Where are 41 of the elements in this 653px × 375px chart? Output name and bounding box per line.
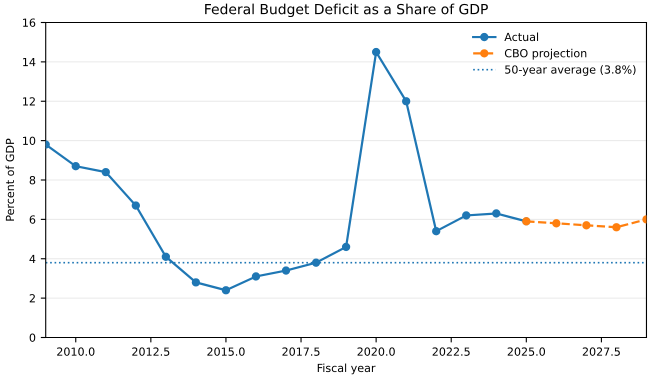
point xyxy=(72,162,80,170)
point xyxy=(132,201,140,210)
x-tick-label: 2025.0 xyxy=(508,347,546,356)
point xyxy=(492,209,500,218)
x-tick-label: 2022.5 xyxy=(432,347,470,356)
point xyxy=(372,48,380,56)
legend-label: CBO projection xyxy=(504,48,586,60)
x-tick-label: 2015.0 xyxy=(207,347,245,356)
y-tick-label: 8 xyxy=(30,176,36,184)
y-tick-label: 10 xyxy=(23,136,36,146)
point xyxy=(282,266,290,275)
x-tick-label: 2027.5 xyxy=(582,347,620,356)
y-tick-label: 16 xyxy=(23,18,36,27)
point xyxy=(162,252,170,261)
y-tick-label: 12 xyxy=(23,97,35,106)
point xyxy=(432,227,440,236)
chart-title: Federal Budget Deficit as a Share of GDP xyxy=(205,4,488,18)
legend-label: Actual xyxy=(504,32,538,42)
y-tick-label: 2 xyxy=(30,294,35,302)
y-tick-label: 0 xyxy=(30,333,36,342)
x-axis-title: Fiscal year xyxy=(318,364,376,374)
point xyxy=(402,97,410,106)
point xyxy=(312,258,320,267)
point xyxy=(612,223,621,232)
y-tick-label: 14 xyxy=(23,58,36,66)
x-tick-label: 2020.0 xyxy=(358,347,395,356)
point xyxy=(552,219,561,228)
y-axis-title: Percent of GDP xyxy=(6,138,14,221)
point xyxy=(192,278,200,287)
x-tick-label: 2017.5 xyxy=(282,347,320,356)
x-tick-label: 2012.5 xyxy=(132,347,170,356)
point xyxy=(462,211,470,220)
point xyxy=(342,242,350,252)
y-tick-label: 4 xyxy=(29,254,36,263)
y-tick-label: 6 xyxy=(30,215,36,224)
legend-label: 50-year average (3.8%) xyxy=(505,65,636,76)
point xyxy=(252,272,260,281)
x-tick-label: 2010.0 xyxy=(57,347,94,356)
point xyxy=(222,286,230,294)
point xyxy=(582,221,591,230)
point xyxy=(102,168,110,176)
